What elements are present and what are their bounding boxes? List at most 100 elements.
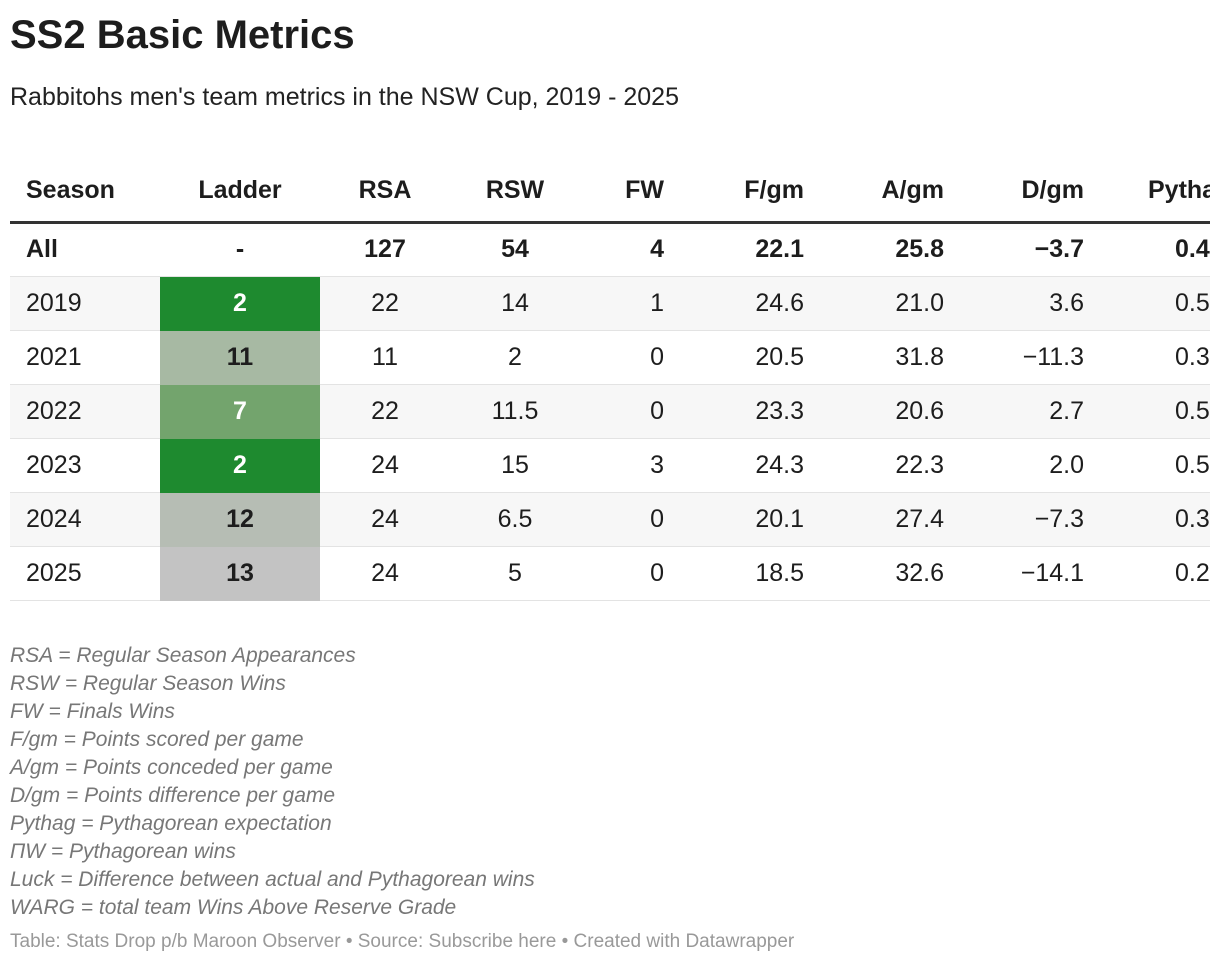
table-cell: 2021 — [10, 330, 160, 385]
table-cell: 2.7 — [960, 384, 1100, 439]
table-cell: −7.3 — [960, 492, 1100, 547]
table-cell: 22.1 — [680, 222, 820, 277]
table-row: 2023 2 24 15 3 24.3 22.3 2.0 0.5 — [10, 438, 1210, 493]
ladder-cell: 12 — [160, 492, 320, 547]
title: SS2 Basic Metrics — [10, 13, 355, 57]
table-cell: 6.5 — [450, 492, 580, 547]
note: WARG = total team Wins Above Reserve Gra… — [10, 896, 457, 919]
table-row: 2019 2 22 14 1 24.6 21.0 3.6 0.5 — [10, 276, 1210, 331]
table-cell: 2019 — [10, 276, 160, 331]
table-cell: 24 — [320, 492, 450, 547]
table-cell: All — [10, 222, 160, 277]
note: D/gm = Points difference per game — [10, 784, 336, 807]
table-cell: 2024 — [10, 492, 160, 547]
table-cell: 24.6 — [680, 276, 820, 331]
table-cell: −14.1 — [960, 546, 1100, 601]
column-header: F/gm — [680, 160, 820, 224]
note: RSA = Regular Season Appearances — [10, 644, 356, 667]
table-cell: 24 — [320, 438, 450, 493]
ladder-cell: 13 — [160, 546, 320, 601]
table-cell: 0.5 — [1100, 438, 1210, 493]
table-cell: 14 — [450, 276, 580, 331]
table-cell: 25.8 — [820, 222, 960, 277]
table-cell: 0.5 — [1100, 384, 1210, 439]
table-cell: 22 — [320, 384, 450, 439]
table: Season Ladder RSA RSW FW F/gm A/gm D/gm Pytha Al… — [10, 160, 1210, 601]
table-cell: 0.2 — [1100, 546, 1210, 601]
note: Pythag = Pythagorean expectation — [10, 812, 332, 835]
table-cell: 0.3 — [1100, 492, 1210, 547]
table-row: 2025 13 24 5 0 18.5 32.6 −14.1 0.2 — [10, 546, 1210, 601]
table-row: 2022 7 22 11.5 0 23.3 20.6 2.7 0.5 — [10, 384, 1210, 439]
table-container: Season Ladder RSA RSW FW F/gm A/gm D/gm Pytha Al… — [10, 160, 1210, 601]
table-cell: 2 — [450, 330, 580, 385]
table-cell: 24.3 — [680, 438, 820, 493]
ladder-cell: - — [160, 222, 320, 277]
table-cell: 3.6 — [960, 276, 1100, 331]
table-cell: −3.7 — [960, 222, 1100, 277]
table-cell: 0 — [580, 546, 680, 601]
subtitle: Rabbitohs men's team metrics in the NSW … — [10, 83, 679, 111]
table-cell: 22 — [320, 276, 450, 331]
table-cell: 31.8 — [820, 330, 960, 385]
table-cell: 54 — [450, 222, 580, 277]
table-cell: 20.1 — [680, 492, 820, 547]
table-cell: 5 — [450, 546, 580, 601]
table-cell: 23.3 — [680, 384, 820, 439]
table-cell: 20.5 — [680, 330, 820, 385]
table-cell: 0.4 — [1100, 222, 1210, 277]
table-cell: 11.5 — [450, 384, 580, 439]
table-cell: 2023 — [10, 438, 160, 493]
column-header: FW — [580, 160, 680, 224]
table-cell: 27.4 — [820, 492, 960, 547]
column-header: D/gm — [960, 160, 1100, 224]
note: FW = Finals Wins — [10, 700, 175, 723]
footer-link[interactable]: Subscribe here — [428, 931, 557, 952]
footer-text: • Created with Datawrapper — [556, 931, 795, 952]
table-cell: −11.3 — [960, 330, 1100, 385]
table-cell: 22.3 — [820, 438, 960, 493]
table-cell: 11 — [320, 330, 450, 385]
note: Luck = Difference between actual and Pyt… — [10, 868, 535, 891]
notes: RSA = Regular Season Appearances RSW = Re… — [10, 642, 535, 922]
column-header: RSW — [450, 160, 580, 224]
table-cell: 1 — [580, 276, 680, 331]
table-cell: 2025 — [10, 546, 160, 601]
table-cell: 0.5 — [1100, 276, 1210, 331]
table-cell: 20.6 — [820, 384, 960, 439]
table-row: 2024 12 24 6.5 0 20.1 27.4 −7.3 0.3 — [10, 492, 1210, 547]
column-header: Pytha — [1100, 160, 1210, 224]
note: A/gm = Points conceded per game — [10, 756, 333, 779]
table-cell: 21.0 — [820, 276, 960, 331]
header-row: Season Ladder RSA RSW FW F/gm A/gm D/gm Pytha — [10, 160, 1210, 224]
note: ΠW = Pythagorean wins — [10, 840, 236, 863]
table-row: All -127 54 4 22.1 25.8 −3.7 0.4 — [10, 222, 1210, 277]
footer: Table: Stats Drop p/b Maroon Observer • … — [10, 931, 794, 953]
table-cell: 0 — [580, 492, 680, 547]
table-cell: 24 — [320, 546, 450, 601]
table-cell: 127 — [320, 222, 450, 277]
table-cell: 15 — [450, 438, 580, 493]
column-header: Ladder — [160, 160, 320, 224]
table-cell: 4 — [580, 222, 680, 277]
note: RSW = Regular Season Wins — [10, 672, 286, 695]
ladder-cell: 11 — [160, 330, 320, 385]
column-header: A/gm — [820, 160, 960, 224]
table-cell: 3 — [580, 438, 680, 493]
table-row: 2021 11 11 2 0 20.5 31.8 −11.3 0.3 — [10, 330, 1210, 385]
column-header: Season — [10, 160, 160, 224]
table-cell: 2.0 — [960, 438, 1100, 493]
table-cell: 32.6 — [820, 546, 960, 601]
note: F/gm = Points scored per game — [10, 728, 304, 751]
ladder-cell: 7 — [160, 384, 320, 439]
table-cell: 2022 — [10, 384, 160, 439]
footer-text: Table: Stats Drop p/b Maroon Observer • … — [10, 931, 429, 952]
table-cell: 0 — [580, 330, 680, 385]
table-cell: 18.5 — [680, 546, 820, 601]
ladder-cell: 2 — [160, 438, 320, 493]
table-cell: 0 — [580, 384, 680, 439]
ladder-cell: 2 — [160, 276, 320, 331]
table-cell: 0.3 — [1100, 330, 1210, 385]
column-header: RSA — [320, 160, 450, 224]
